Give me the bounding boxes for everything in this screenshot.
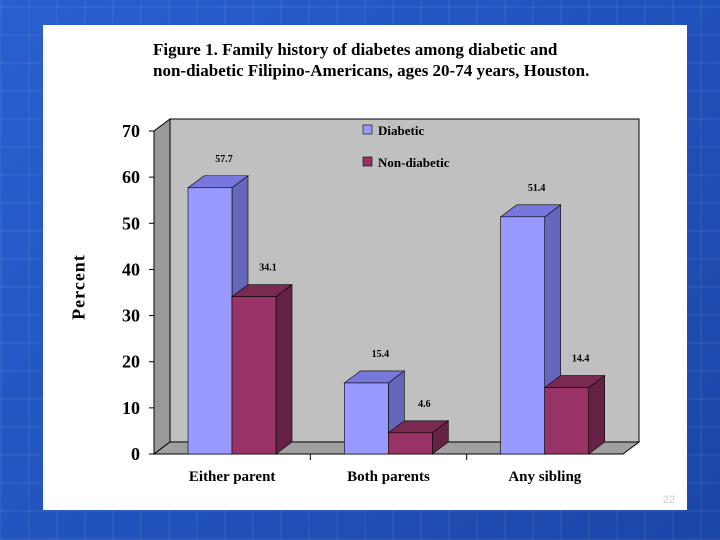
x-category-label: Either parent — [189, 469, 276, 485]
data-label: 51.4 — [528, 183, 546, 194]
chart-title-line-2: non-diabetic Filipino-Americans, ages 20… — [153, 61, 590, 80]
bar-chart: 0 10 20 30 40 50 60 70 57.7 34.1 Either parent 15.4… — [122, 118, 641, 485]
y-tick-label: 40 — [122, 259, 140, 279]
data-label: 15.4 — [372, 349, 390, 360]
bar — [187, 187, 233, 455]
legend-label: Non-diabetic — [378, 155, 450, 170]
legend-swatch — [362, 156, 373, 167]
y-tick-label: 30 — [122, 306, 140, 326]
chart-title-line-1: Figure 1. Family history of diabetes amo… — [153, 40, 558, 59]
bar — [500, 216, 545, 455]
y-tick-label: 70 — [122, 121, 140, 141]
y-tick-label: 10 — [122, 398, 140, 418]
chart-title: Figure 1. Family history of diabetes amo… — [153, 39, 653, 81]
bar — [388, 432, 433, 455]
bar — [544, 387, 589, 455]
bar-side — [275, 284, 293, 455]
legend-swatch — [362, 124, 373, 135]
page-number: 22 — [662, 494, 675, 506]
bar-side — [588, 374, 605, 455]
data-label: 57.7 — [215, 154, 233, 165]
data-label: 4.6 — [418, 399, 431, 410]
x-category-label: Any sibling — [508, 469, 581, 485]
chart-side-wall — [153, 118, 171, 455]
bar — [231, 296, 277, 455]
x-category-label: Both parents — [347, 469, 430, 485]
y-tick-label: 60 — [122, 167, 140, 187]
slide-panel: Figure 1. Family history of diabetes amo… — [43, 25, 687, 510]
data-label: 34.1 — [259, 263, 277, 274]
legend-label: Diabetic — [378, 123, 424, 138]
y-tick-label: 0 — [131, 444, 140, 464]
data-label: 14.4 — [572, 354, 590, 365]
y-tick-label: 50 — [122, 213, 140, 233]
y-tick-label: 20 — [122, 352, 140, 372]
bar — [344, 382, 389, 455]
